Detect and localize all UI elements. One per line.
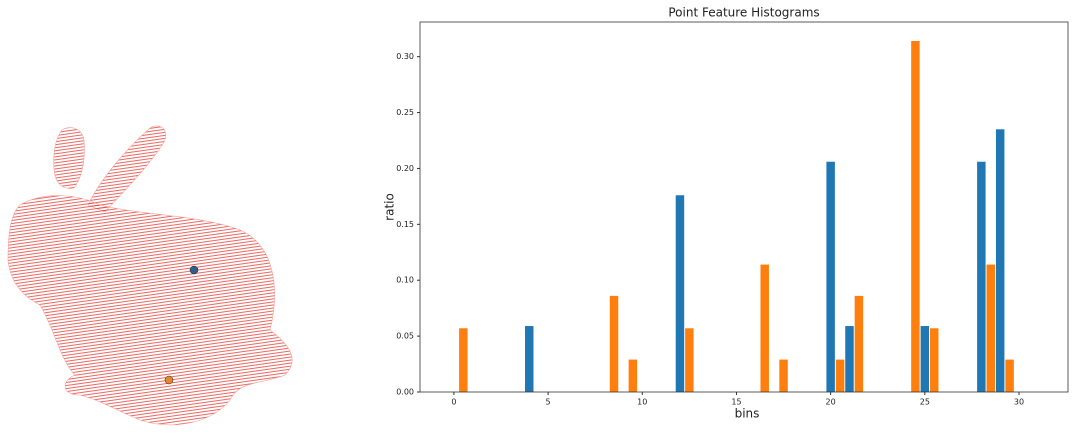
bar (779, 360, 787, 392)
bar (836, 360, 844, 392)
y-axis-label: ratio (383, 193, 397, 221)
bar (977, 162, 985, 392)
y-tick-label: 0.30 (396, 52, 414, 61)
x-tick-label: 5 (546, 398, 551, 407)
x-tick-label: 0 (451, 398, 456, 407)
bar (855, 296, 863, 392)
y-tick-label: 0.10 (396, 276, 414, 285)
y-tick-label: 0.15 (396, 220, 414, 229)
chart: Point Feature Histograms bins ratio 0.00… (0, 0, 1076, 436)
x-tick-label: 25 (920, 398, 930, 407)
bar (921, 326, 929, 392)
x-tick-label: 10 (637, 398, 647, 407)
bar (685, 328, 693, 392)
bar (996, 129, 1004, 392)
bar (826, 162, 834, 392)
x-tick-label: 15 (731, 398, 741, 407)
bar (760, 265, 768, 392)
y-tick-label: 0.05 (396, 332, 414, 341)
bar (1005, 360, 1013, 392)
figure: Point Feature Histograms bins ratio 0.00… (0, 0, 1076, 436)
bar (525, 326, 533, 392)
bar (610, 296, 618, 392)
x-tick-label: 20 (826, 398, 836, 407)
x-axis-label: bins (735, 407, 760, 421)
bar (911, 41, 919, 392)
y-tick-label: 0.20 (396, 164, 414, 173)
bar (676, 195, 684, 392)
bunny-point-cloud (8, 126, 292, 425)
y-tick-label: 0.25 (396, 108, 414, 117)
plot-frame (420, 22, 1068, 392)
x-tick-label: 30 (1014, 398, 1024, 407)
chart-title: Point Feature Histograms (668, 6, 819, 20)
bar (930, 328, 938, 392)
bar (629, 360, 637, 392)
bar (987, 265, 995, 392)
bar (459, 328, 467, 392)
bar (845, 326, 853, 392)
y-tick-label: 0.00 (396, 388, 414, 397)
